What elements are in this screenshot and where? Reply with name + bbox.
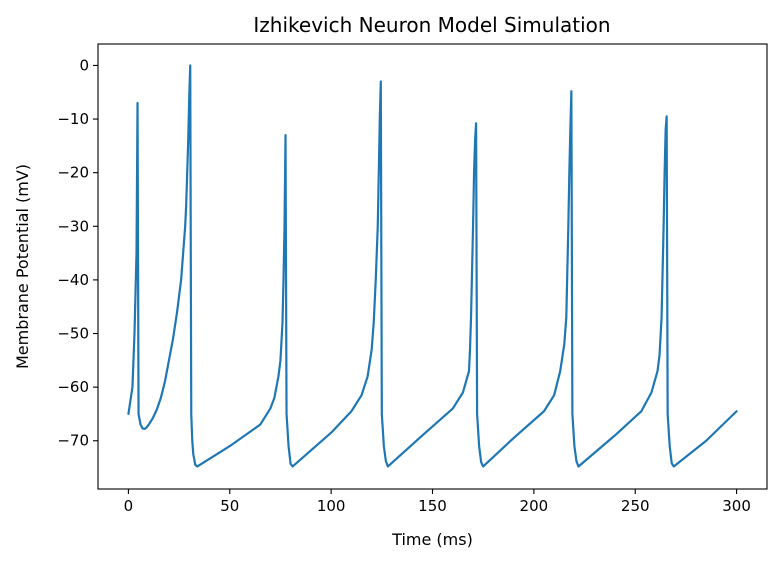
plot-area-frame bbox=[97, 43, 768, 490]
x-tick-label: 50 bbox=[220, 497, 239, 515]
y-tick-label: −40 bbox=[57, 271, 89, 289]
y-tick-label: −70 bbox=[57, 432, 89, 450]
x-tick-label: 0 bbox=[124, 497, 134, 515]
x-axis-label: Time (ms) bbox=[391, 530, 473, 549]
x-tick-label: 100 bbox=[317, 497, 346, 515]
y-tick-label: −20 bbox=[57, 164, 89, 182]
y-tick-label: −10 bbox=[57, 110, 89, 128]
x-tick-label: 250 bbox=[621, 497, 650, 515]
axis-ticks: 0 50 100 150 200 250 300 0 −10 −20 −30 −40 −50 −60 −70 bbox=[57, 56, 751, 515]
y-tick-label: −30 bbox=[57, 217, 89, 235]
y-tick-label: 0 bbox=[79, 56, 89, 74]
y-axis-label: Membrane Potential (mV) bbox=[13, 164, 32, 369]
x-tick-label: 300 bbox=[722, 497, 751, 515]
chart-title: Izhikevich Neuron Model Simulation bbox=[253, 13, 610, 37]
x-tick-label: 150 bbox=[418, 497, 447, 515]
y-tick-label: −50 bbox=[57, 325, 89, 343]
y-tick-label: −60 bbox=[57, 378, 89, 396]
x-tick-label: 200 bbox=[520, 497, 549, 515]
series-layer bbox=[127, 64, 738, 468]
series-line bbox=[127, 64, 738, 468]
